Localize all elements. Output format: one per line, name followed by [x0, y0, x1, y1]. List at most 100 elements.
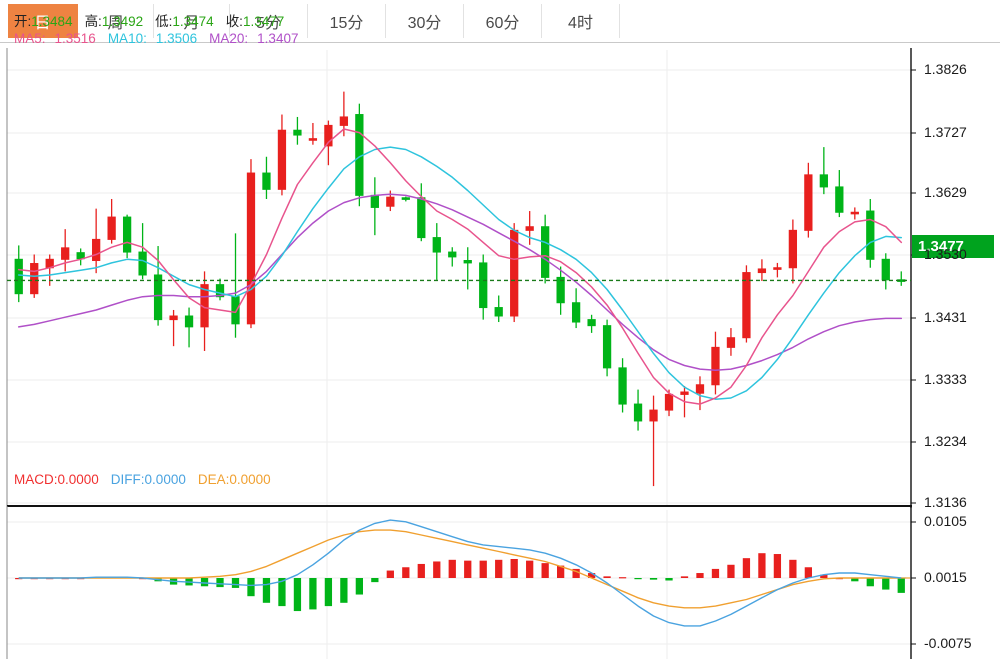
- macd-histogram-bar: [324, 578, 333, 607]
- tab-1[interactable]: 日: [8, 4, 78, 38]
- tab-7[interactable]: 60分: [464, 4, 542, 38]
- price-axis-tick-label: 1.3234: [924, 433, 967, 449]
- candle-body: [432, 237, 441, 253]
- candle-body: [246, 172, 256, 325]
- ma5-label: MA5:: [14, 31, 46, 46]
- ma5-value: 1.3516: [54, 31, 96, 46]
- macd-histogram-bar: [696, 573, 704, 578]
- candle-body: [804, 174, 813, 231]
- macd-histogram-bar: [665, 578, 673, 581]
- candle-body: [138, 251, 147, 276]
- diff-label: DIFF:: [110, 472, 145, 487]
- candle-body: [850, 211, 859, 215]
- diff-line: [18, 519, 902, 627]
- candle-body: [30, 263, 39, 295]
- candle-body: [215, 284, 225, 298]
- tab-label: 日: [34, 15, 51, 32]
- ma20-value: 1.3407: [257, 31, 299, 46]
- candle-body: [835, 186, 844, 213]
- macd-histogram: [15, 553, 905, 612]
- candle-body: [866, 210, 875, 260]
- open-label: 开:: [14, 14, 32, 29]
- tab-label: 周: [107, 15, 124, 32]
- macd-histogram-bar: [247, 578, 255, 597]
- ma10-line: [17, 146, 903, 400]
- close-label: 收:: [225, 14, 243, 29]
- macd-histogram-bar: [293, 578, 302, 612]
- tab-3[interactable]: 月: [154, 4, 230, 38]
- moving-average-legend: MA5: 1.3516 MA10: 1.3506 MA20: 1.3407: [14, 31, 298, 46]
- candle-body: [649, 409, 658, 422]
- chart-canvas-wrap: [0, 43, 1000, 659]
- macd-histogram-bar: [804, 567, 813, 578]
- macd-histogram-bar: [433, 561, 441, 578]
- high-value: 1.3492: [101, 14, 144, 29]
- tab-label: 5分: [256, 15, 281, 32]
- macd-histogram-bar: [758, 553, 766, 578]
- macd-histogram-bar: [464, 560, 472, 578]
- candle-body: [711, 346, 720, 386]
- candle-body: [122, 216, 132, 253]
- macd-histogram-bar: [216, 578, 224, 588]
- macd-histogram-bar: [386, 570, 394, 578]
- candle-body: [571, 302, 581, 323]
- tab-5[interactable]: 15分: [308, 4, 386, 38]
- macd-axis-tick-label: 0.0015: [924, 569, 967, 585]
- candle-body: [293, 129, 302, 136]
- macd-legend: MACD:0.0000 DIFF:0.0000 DEA:0.0000: [14, 472, 271, 487]
- tab-2[interactable]: 周: [78, 4, 154, 38]
- macd-histogram-bar: [262, 578, 271, 603]
- candle-body: [726, 337, 736, 348]
- candle-body: [602, 325, 612, 369]
- macd-histogram-bar: [556, 565, 565, 578]
- macd-histogram-bar: [541, 563, 549, 578]
- macd-histogram-bar: [340, 578, 348, 603]
- macd-panel-bg: [7, 510, 911, 659]
- tab-8[interactable]: 4时: [542, 4, 620, 38]
- candle-body: [324, 124, 333, 147]
- timeframe-tabbar: 日 周 月 5分 15分 30分 60分 4时: [0, 0, 1000, 43]
- low-value: 1.3474: [172, 14, 214, 29]
- macd-value: 0.0000: [57, 472, 99, 487]
- price-axis-tick-label: 1.3431: [924, 309, 967, 325]
- ma20-label: MA20:: [209, 31, 249, 46]
- current-price-badge: 1.3477: [912, 235, 994, 258]
- macd-histogram-bar: [851, 578, 859, 582]
- candle-body: [184, 315, 194, 328]
- candle-body: [401, 197, 410, 200]
- candle-body: [773, 267, 782, 270]
- macd-histogram-bar: [371, 578, 379, 583]
- ma10-value: 1.3506: [155, 31, 198, 46]
- dea-value: 0.0000: [229, 472, 271, 487]
- macd-histogram-bar: [231, 578, 240, 588]
- macd-histogram-bar: [866, 578, 874, 587]
- macd-histogram-bar: [572, 568, 580, 578]
- macd-histogram-bar: [897, 578, 905, 593]
- candle-body: [587, 319, 596, 327]
- low-label: 低:: [155, 14, 173, 29]
- high-label: 高:: [84, 14, 102, 29]
- macd-histogram-bar: [789, 559, 797, 578]
- dea-line: [18, 529, 902, 609]
- candle-body: [370, 194, 379, 208]
- candle-body: [339, 116, 349, 126]
- candle-body: [525, 226, 534, 231]
- price-axis-tick-label: 1.3727: [924, 124, 967, 140]
- macd-histogram-bar: [200, 578, 209, 587]
- tab-6[interactable]: 30分: [386, 4, 464, 38]
- candle-body: [61, 247, 70, 260]
- macd-histogram-bar: [526, 560, 534, 578]
- macd-histogram-bar: [773, 554, 782, 578]
- diff-value: 0.0000: [144, 472, 186, 487]
- tab-label: 30分: [407, 15, 442, 32]
- candle-body: [664, 393, 674, 411]
- macd-histogram-bar: [618, 577, 627, 579]
- tab-label: 月: [183, 15, 200, 32]
- candle-body: [463, 260, 472, 264]
- macd-histogram-bar: [820, 574, 828, 578]
- dea-label: DEA:: [197, 472, 230, 487]
- tab-4[interactable]: 5分: [230, 4, 308, 38]
- macd-histogram-bar: [649, 578, 658, 580]
- candle-body: [92, 238, 101, 262]
- ma5-line: [17, 128, 903, 405]
